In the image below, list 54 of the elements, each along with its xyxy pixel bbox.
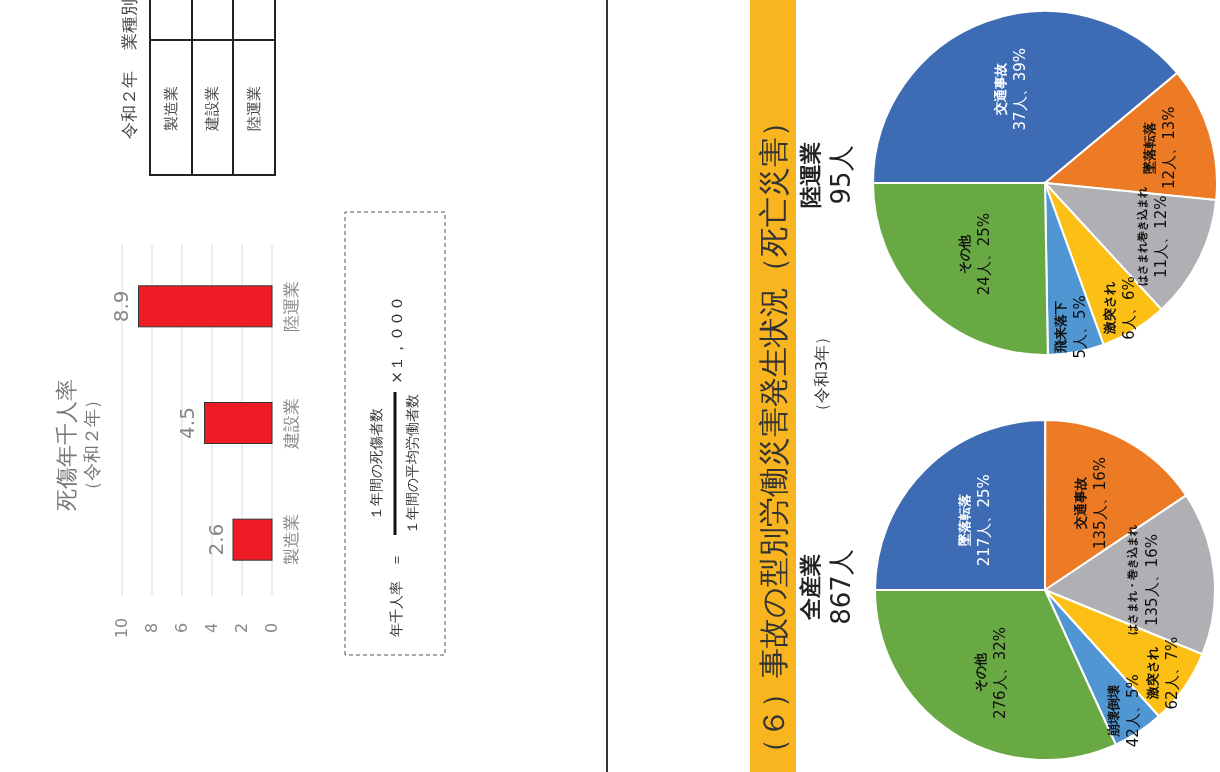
data-label: 2.6 [203, 523, 228, 556]
x-tick-label: 4 [201, 622, 221, 634]
bar [204, 402, 273, 444]
slice-label: 交通事故 [992, 62, 1008, 117]
slice-label: その他 [956, 233, 972, 274]
x-tick-label: 8 [141, 622, 161, 634]
x-tick-label: 2 [231, 622, 251, 634]
data-label: 4.5 [175, 407, 199, 439]
text: 製造業 [161, 85, 180, 131]
data-label: 12人、13% [1159, 106, 1178, 189]
text: ×１，０００ [387, 296, 406, 384]
text: 令和２年 [119, 71, 139, 139]
text: １年間の死傷者数 [368, 408, 384, 520]
y-tick-label: 製造業 [281, 514, 301, 566]
bar [138, 285, 273, 328]
text: １年間の平均労働者数 [404, 394, 420, 534]
data-label: 217人、25% [974, 474, 993, 567]
data-label: 135人、16% [1090, 457, 1109, 550]
text: 建設業 [203, 85, 221, 132]
slice-label: 飛来落下 [1052, 300, 1068, 354]
y-tick-label: 陸運業 [281, 280, 301, 332]
data-label: 37人、39% [1010, 47, 1029, 131]
slice-label: その他 [973, 652, 989, 693]
y-tick-label: 建設業 [281, 397, 301, 450]
data-label: 8.9 [109, 290, 133, 323]
slice-label: 激突され [1144, 647, 1160, 701]
text: （令和3年） [811, 328, 831, 420]
slice-label: 墜落転落 [1141, 120, 1157, 175]
bar [232, 518, 273, 561]
slice-label: はさまれ・巻き込まれ [1126, 525, 1140, 636]
data-label: 11人、12% [1152, 195, 1171, 278]
text: 死傷年千人率 [54, 379, 79, 511]
x-tick-label: 6 [171, 622, 191, 634]
text: （６）事故の型別労働災害発生状況（死亡災害） [755, 107, 791, 768]
text: 年千人率 ＝ [388, 553, 404, 637]
text: 867人 [825, 549, 856, 625]
data-label: 62人、7% [1162, 636, 1181, 710]
x-tick-label: 0 [261, 622, 281, 634]
text: 業種別 [119, 0, 139, 50]
data-label: 5人、5% [1070, 295, 1089, 359]
data-label: 135人、16% [1142, 534, 1161, 627]
text: 95人 [825, 145, 856, 205]
slice-label: 激突され [1102, 281, 1118, 335]
data-label: 276人、32% [991, 626, 1010, 719]
text: 陸運業 [798, 142, 823, 208]
slice-label: 交通事故 [1072, 476, 1088, 531]
x-tick-label: 10 [111, 617, 131, 639]
data-label: 42人、5% [1123, 674, 1142, 748]
text: （令和２年） [81, 391, 102, 499]
text: 全産業 [798, 554, 823, 621]
slice-label: 崩壊倒壊 [1105, 684, 1121, 738]
text: 陸運業 [244, 85, 263, 131]
data-label: 24人、25% [974, 212, 993, 296]
slice-label: 墜落転落 [956, 493, 972, 548]
